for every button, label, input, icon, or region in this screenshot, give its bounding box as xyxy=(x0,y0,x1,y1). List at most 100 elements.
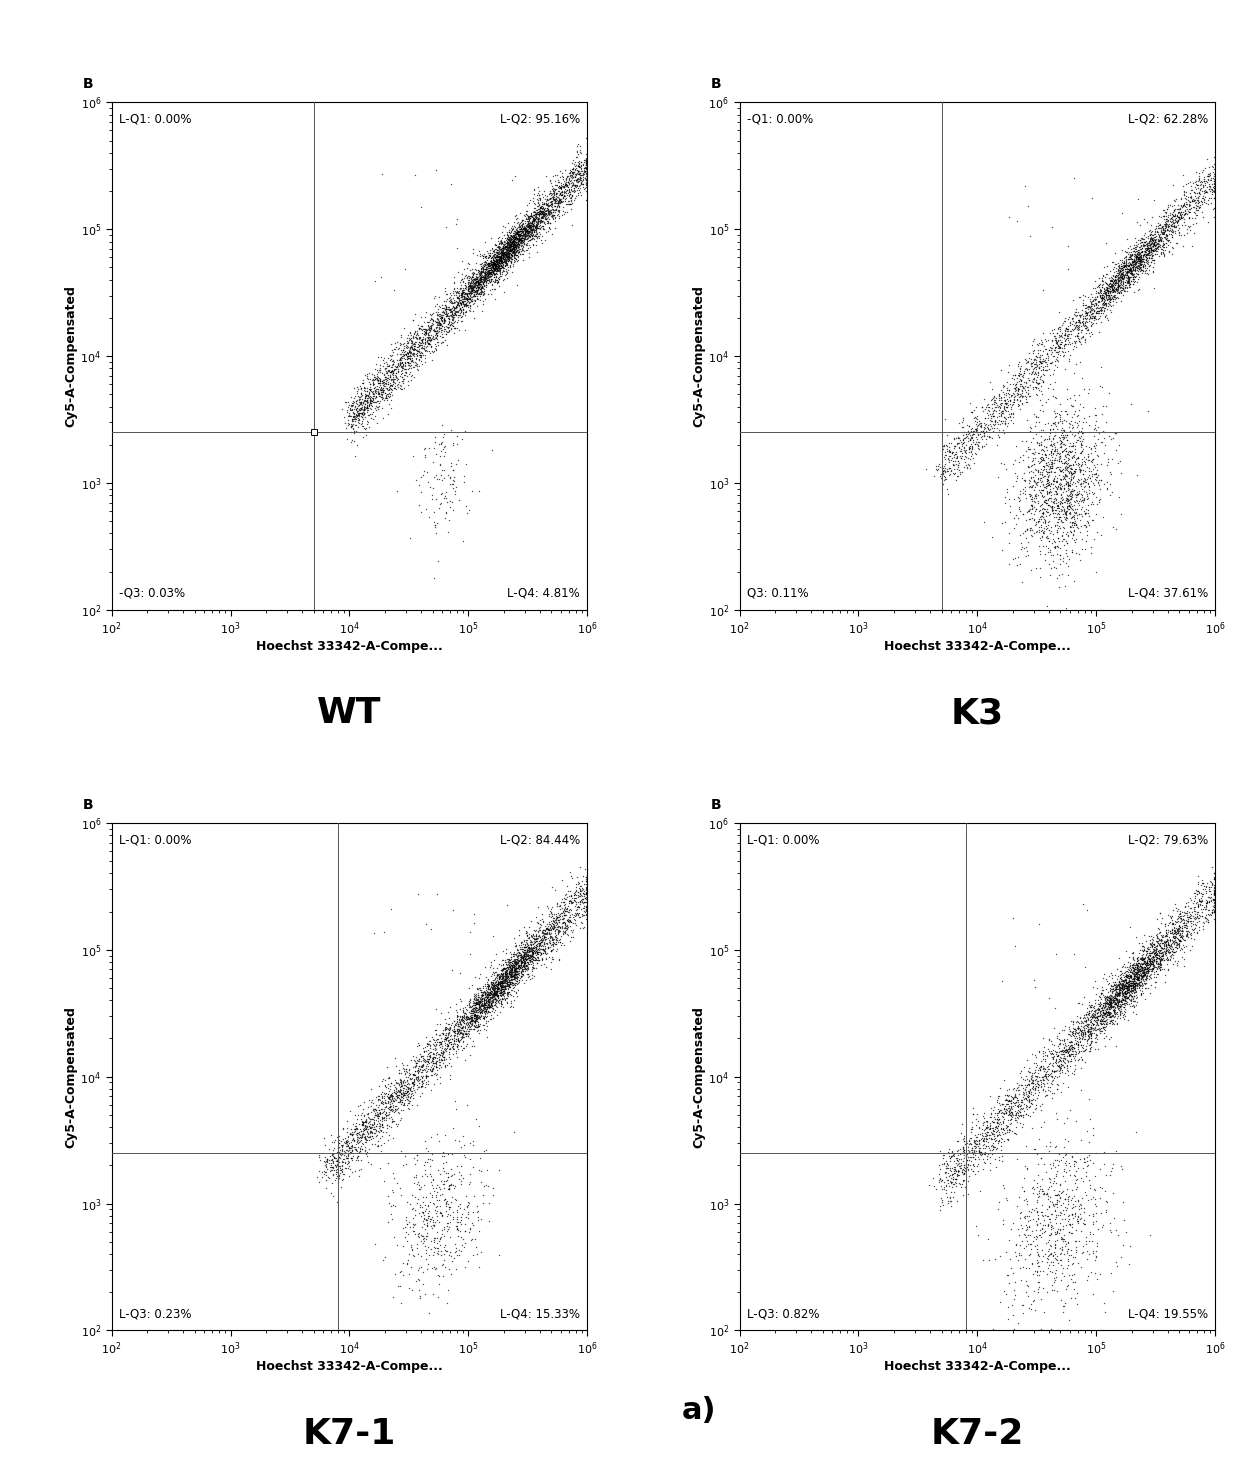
Point xyxy=(440,472,460,496)
Point xyxy=(393,1263,413,1287)
Point xyxy=(1090,487,1110,510)
Point xyxy=(505,227,525,250)
Point xyxy=(432,1032,451,1056)
Point xyxy=(1001,1083,1021,1107)
Point xyxy=(529,202,549,225)
Point xyxy=(1163,212,1183,235)
Point xyxy=(450,1010,470,1034)
Point xyxy=(1114,969,1133,993)
Point xyxy=(451,291,471,314)
Point xyxy=(500,961,520,984)
Point xyxy=(1169,917,1189,940)
Point xyxy=(1161,936,1180,959)
Point xyxy=(1204,861,1224,885)
Point xyxy=(451,289,471,313)
Point xyxy=(1168,205,1188,228)
Point xyxy=(424,327,444,351)
Point xyxy=(1130,955,1149,978)
Point xyxy=(1096,232,1116,256)
Point xyxy=(316,1152,336,1175)
Point xyxy=(952,434,972,458)
Point xyxy=(1111,257,1131,281)
Point xyxy=(1102,272,1122,295)
Point xyxy=(418,322,438,345)
Point xyxy=(1094,1026,1114,1050)
Point xyxy=(544,921,564,944)
Point xyxy=(503,996,523,1019)
Point xyxy=(502,234,522,257)
Point xyxy=(568,151,588,174)
Point xyxy=(940,440,960,463)
Point xyxy=(471,265,491,288)
Point xyxy=(1125,972,1145,996)
Point xyxy=(1084,462,1104,485)
Point xyxy=(1185,896,1205,920)
Point xyxy=(1037,1183,1056,1206)
Point xyxy=(1159,921,1179,944)
Point xyxy=(529,918,549,942)
Point xyxy=(451,1135,471,1158)
Point xyxy=(464,273,484,297)
Point xyxy=(567,139,587,162)
Point xyxy=(350,405,370,428)
Point xyxy=(485,262,505,285)
Point xyxy=(1127,966,1147,990)
Point xyxy=(1032,1177,1052,1200)
Point xyxy=(1045,405,1065,428)
Point xyxy=(1158,203,1178,227)
Point xyxy=(1112,955,1132,978)
Point xyxy=(1039,477,1059,500)
Point xyxy=(454,471,474,494)
Point xyxy=(459,269,479,292)
Point xyxy=(355,387,374,411)
Point xyxy=(557,173,577,196)
Point xyxy=(365,385,384,408)
Point xyxy=(516,224,536,247)
Point xyxy=(492,251,512,275)
Point xyxy=(459,499,479,522)
Point xyxy=(474,265,494,288)
Point xyxy=(453,1016,472,1039)
Point xyxy=(1179,206,1199,230)
Point xyxy=(1147,958,1167,981)
Point xyxy=(480,256,500,279)
Point xyxy=(515,955,534,978)
Point xyxy=(1028,1162,1048,1186)
Point xyxy=(1130,952,1149,975)
Point xyxy=(527,934,547,958)
Point xyxy=(1078,519,1097,542)
Point xyxy=(1044,1266,1064,1289)
Point xyxy=(449,1009,469,1032)
Point xyxy=(1085,415,1105,439)
Point xyxy=(432,319,451,342)
Point xyxy=(420,325,440,348)
Point xyxy=(381,389,401,412)
Point xyxy=(1173,933,1193,956)
Point xyxy=(1042,443,1061,466)
Point xyxy=(1195,173,1215,196)
Point xyxy=(448,291,467,314)
Point xyxy=(1104,1152,1123,1175)
Point xyxy=(1123,974,1143,997)
Point xyxy=(1158,206,1178,230)
Point xyxy=(520,213,539,237)
Point xyxy=(520,939,539,962)
Point xyxy=(1063,1215,1083,1238)
Point xyxy=(1029,433,1049,456)
Point xyxy=(973,1118,993,1142)
Point xyxy=(1185,902,1205,925)
Point xyxy=(526,206,546,230)
Point xyxy=(1079,459,1099,482)
Point xyxy=(398,1088,418,1111)
Point xyxy=(569,155,589,178)
Point xyxy=(549,187,569,211)
Point xyxy=(1021,1072,1040,1095)
Point xyxy=(1049,446,1069,469)
Point xyxy=(1138,241,1158,265)
Point xyxy=(1192,170,1211,193)
Point xyxy=(461,279,481,303)
Point xyxy=(1035,490,1055,513)
Point xyxy=(446,1189,466,1212)
Point xyxy=(1049,1060,1069,1083)
Point xyxy=(1028,1244,1048,1268)
